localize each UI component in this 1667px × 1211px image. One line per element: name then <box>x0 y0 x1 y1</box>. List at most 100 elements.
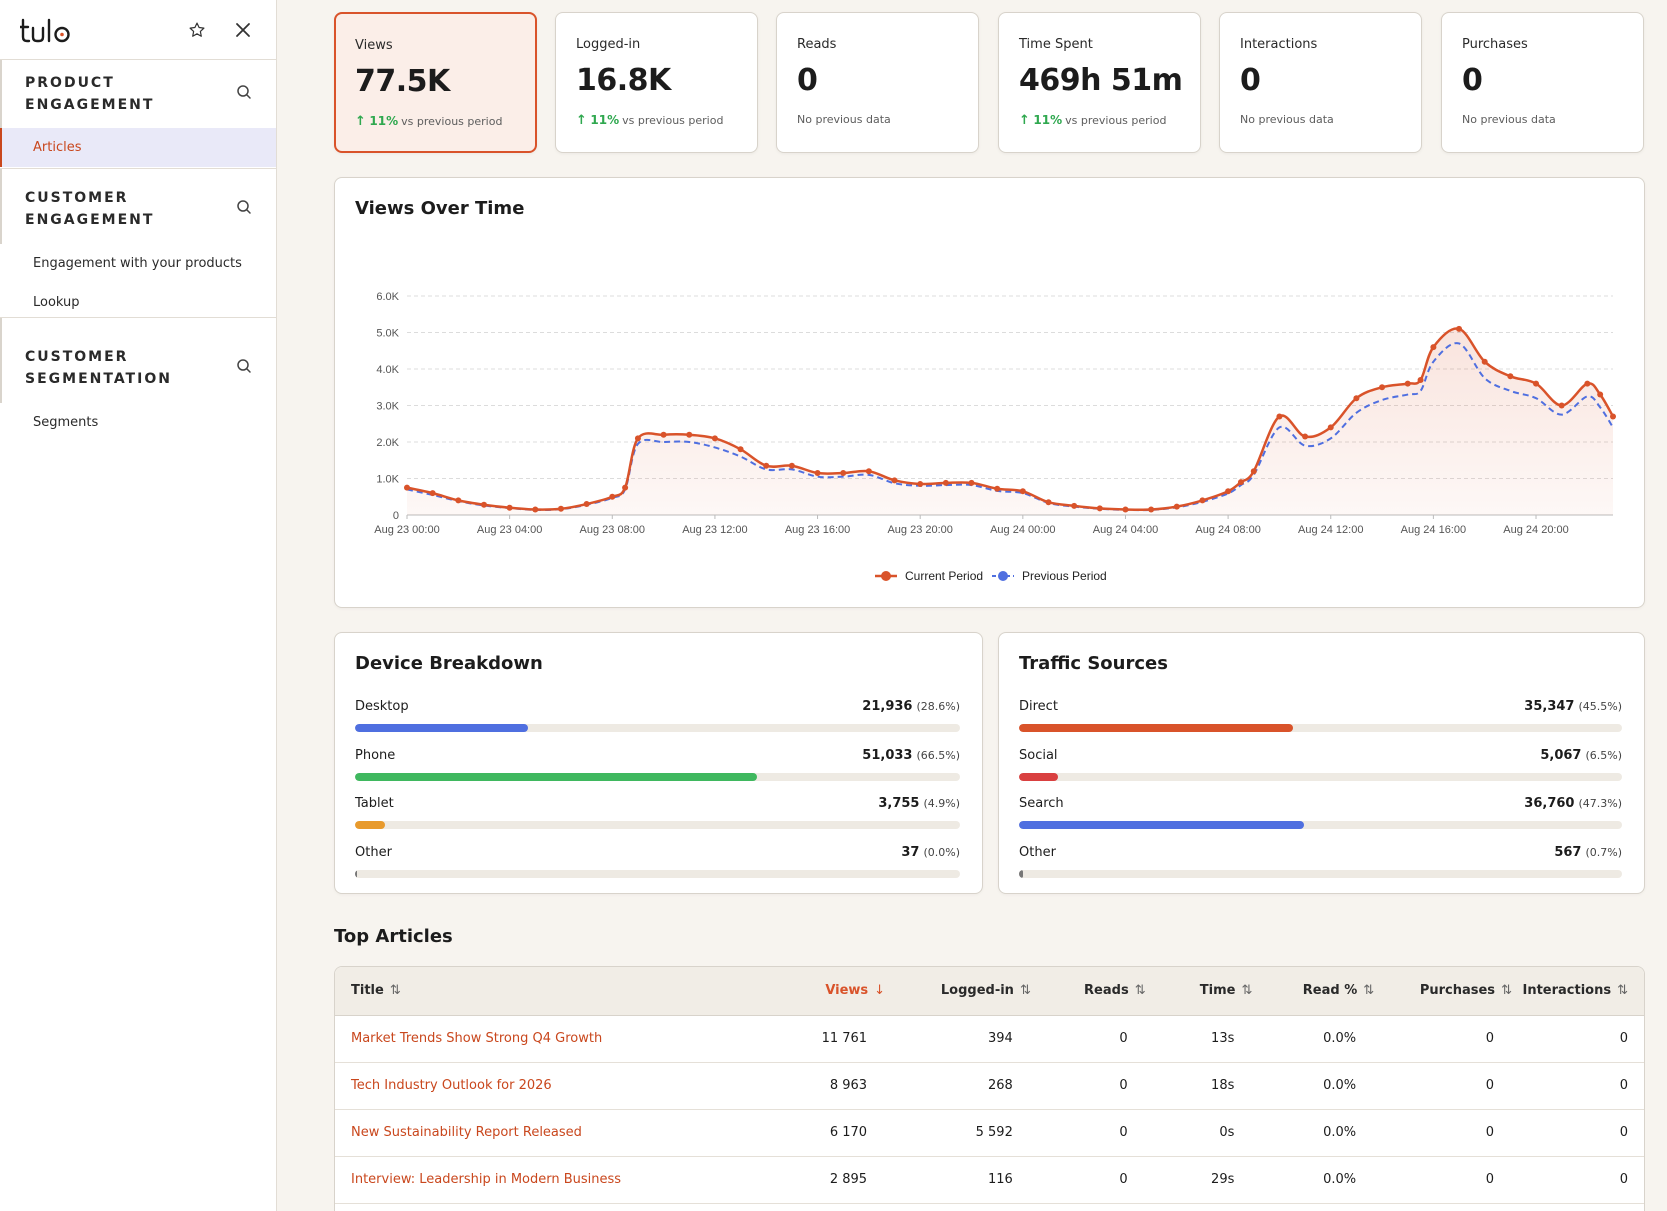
traffic-row-direct: Direct 35,347 (45.5%) <box>1019 699 1622 739</box>
current-period-point <box>404 484 410 491</box>
current-period-point <box>1507 373 1514 380</box>
current-period-point <box>480 501 487 508</box>
kpi-card-views[interactable]: Views 77.5K ↑ 11% vs previous period <box>334 12 537 153</box>
x-tick-label: Aug 24 00:00 <box>990 524 1055 536</box>
column-header-views[interactable]: Views ↓ <box>764 967 890 1016</box>
kpi-change-text: vs previous period <box>1065 114 1167 127</box>
table-row[interactable]: Tech Industry Outlook for 2026 8 963 268 0 1… <box>335 1062 1644 1110</box>
cell-views: 2 895 <box>764 1156 890 1204</box>
current-period-point <box>1481 358 1488 365</box>
close-icon[interactable] <box>230 17 256 43</box>
panel-title: Device Breakdown <box>355 653 543 674</box>
row-percent: (45.5%) <box>1578 700 1622 713</box>
row-value: 37 (0.0%) <box>901 845 960 860</box>
legend-current-label: Current Period <box>905 569 983 583</box>
table-row[interactable]: Interview: Leadership in Modern Business… <box>335 1156 1644 1204</box>
article-title-link[interactable]: New Sustainability Report Released <box>335 1109 765 1157</box>
kpi-change-text: vs previous period <box>622 114 724 127</box>
progress-track <box>1019 772 1622 781</box>
row-percent: (47.3%) <box>1578 797 1622 810</box>
current-period-point <box>634 435 641 442</box>
sidebar-section-customer-segmentation: CUSTOMER SEGMENTATION Segments <box>0 318 276 440</box>
progress-track <box>355 821 960 829</box>
current-period-point <box>1558 402 1565 409</box>
section-title: CUSTOMER SEGMENTATION <box>25 346 236 390</box>
table-row[interactable]: New Sustainability Report Released 6 170 5… <box>335 1109 1644 1157</box>
current-period-point <box>1533 380 1540 387</box>
kpi-card-interactions[interactable]: Interactions 0 No previous data <box>1219 12 1422 153</box>
kpi-change: ↑ 11% vs previous period <box>1019 113 1166 128</box>
kpi-label: Purchases <box>1462 37 1528 52</box>
x-tick-label: Aug 24 04:00 <box>1093 524 1158 536</box>
section-title-line: CUSTOMER <box>25 348 129 365</box>
row-percent: (6.5%) <box>1585 748 1622 762</box>
current-period-point <box>660 431 667 438</box>
sidebar-item-segments[interactable]: Segments <box>33 415 99 430</box>
row-count: 36,760 <box>1524 796 1575 811</box>
current-period-point <box>429 490 436 497</box>
cell-purchases: 0 <box>1378 1109 1516 1157</box>
x-tick-label: Aug 23 08:00 <box>580 524 645 536</box>
brand-logo[interactable] <box>20 17 86 43</box>
kpi-sub-text: No previous data <box>797 113 891 126</box>
column-header-purchases[interactable]: Purchases ⇅ <box>1378 967 1516 1016</box>
current-period-point <box>1597 391 1604 398</box>
x-tick-label: Aug 23 12:00 <box>682 524 747 536</box>
article-title-link[interactable]: Interview: Leadership in Modern Business <box>335 1156 765 1204</box>
views-over-time-panel: Views Over Time 0 1.0K 2.0K 3.0K 4.0K 5.0K 6.0… <box>334 177 1645 608</box>
article-title-link[interactable]: Tech Industry Outlook for 2026 <box>335 1062 765 1110</box>
kpi-card-time-spent[interactable]: Time Spent 469h 51m ↑ 11% vs previous per… <box>998 12 1201 153</box>
cell-interactions: 0 <box>1515 1109 1644 1157</box>
column-header-interactions[interactable]: Interactions ⇅ <box>1515 967 1644 1016</box>
cell-read: 0.0% <box>1256 1015 1379 1063</box>
column-label: Title <box>351 983 384 999</box>
search-icon[interactable] <box>236 358 252 378</box>
sidebar-item-articles[interactable]: Articles <box>0 128 276 167</box>
current-period-point <box>1225 488 1232 495</box>
kpi-card-logged-in[interactable]: Logged-in 16.8K ↑ 11% vs previous period <box>555 12 758 153</box>
kpi-card-purchases[interactable]: Purchases 0 No previous data <box>1441 12 1644 153</box>
arrow-up-icon: ↑ <box>1019 113 1030 128</box>
kpi-change: ↑ 11% vs previous period <box>355 114 502 129</box>
column-header-time[interactable]: Time ⇅ <box>1149 967 1257 1016</box>
cell-views: 11 761 <box>764 1015 890 1063</box>
row-percent: (4.9%) <box>923 797 960 810</box>
column-label: Read % <box>1302 983 1358 999</box>
legend-previous-marker <box>998 571 1008 581</box>
column-header-logged-in[interactable]: Logged-in ⇅ <box>889 967 1035 1016</box>
device-row-other: Other 37 (0.0%) <box>355 845 960 885</box>
current-period-point <box>737 446 744 453</box>
sort-icon: ⇅ <box>1363 983 1375 999</box>
table-row[interactable]: Market Trends Show Strong Q4 Growth 11 76… <box>335 1015 1644 1063</box>
column-header-read[interactable]: Read % ⇅ <box>1256 967 1379 1016</box>
current-period-point <box>1584 380 1591 387</box>
favorite-star-icon[interactable] <box>184 17 210 43</box>
cell-logged-in: 394 <box>889 1015 1035 1063</box>
sidebar-section-product-engagement: PRODUCT ENGAGEMENT Articles <box>0 60 276 169</box>
article-title-link[interactable]: Market Trends Show Strong Q4 Growth <box>335 1015 765 1063</box>
progress-fill <box>355 821 385 829</box>
row-count: 21,936 <box>862 699 913 714</box>
column-header-reads[interactable]: Reads ⇅ <box>1034 967 1150 1016</box>
y-tick-label: 4.0K <box>376 364 399 376</box>
row-count: 37 <box>901 844 920 860</box>
row-value: 51,033 (66.5%) <box>862 748 960 763</box>
current-period-point <box>1276 413 1283 420</box>
sidebar-item-lookup[interactable]: Lookup <box>33 295 80 310</box>
kpi-card-reads[interactable]: Reads 0 No previous data <box>776 12 979 153</box>
cell-reads: 0 <box>1034 1062 1150 1110</box>
cell-views: 8 963 <box>764 1062 890 1110</box>
column-header-title[interactable]: Title ⇅ <box>335 967 765 1016</box>
kpi-label: Interactions <box>1240 37 1318 52</box>
current-period-point <box>1237 479 1244 486</box>
sidebar: PRODUCT ENGAGEMENT Articles CUSTOMER ENG… <box>0 0 277 1211</box>
progress-fill <box>355 869 358 878</box>
column-label: Logged-in <box>940 983 1014 999</box>
x-tick-label: Aug 23 20:00 <box>887 524 952 536</box>
y-tick-label: 3.0K <box>376 401 399 413</box>
column-label: Reads <box>1084 983 1129 999</box>
sidebar-item-engagement-with-products[interactable]: Engagement with your products <box>33 256 242 271</box>
search-icon[interactable] <box>236 84 252 104</box>
cell-read: 0.0% <box>1256 1156 1379 1204</box>
search-icon[interactable] <box>236 199 252 219</box>
